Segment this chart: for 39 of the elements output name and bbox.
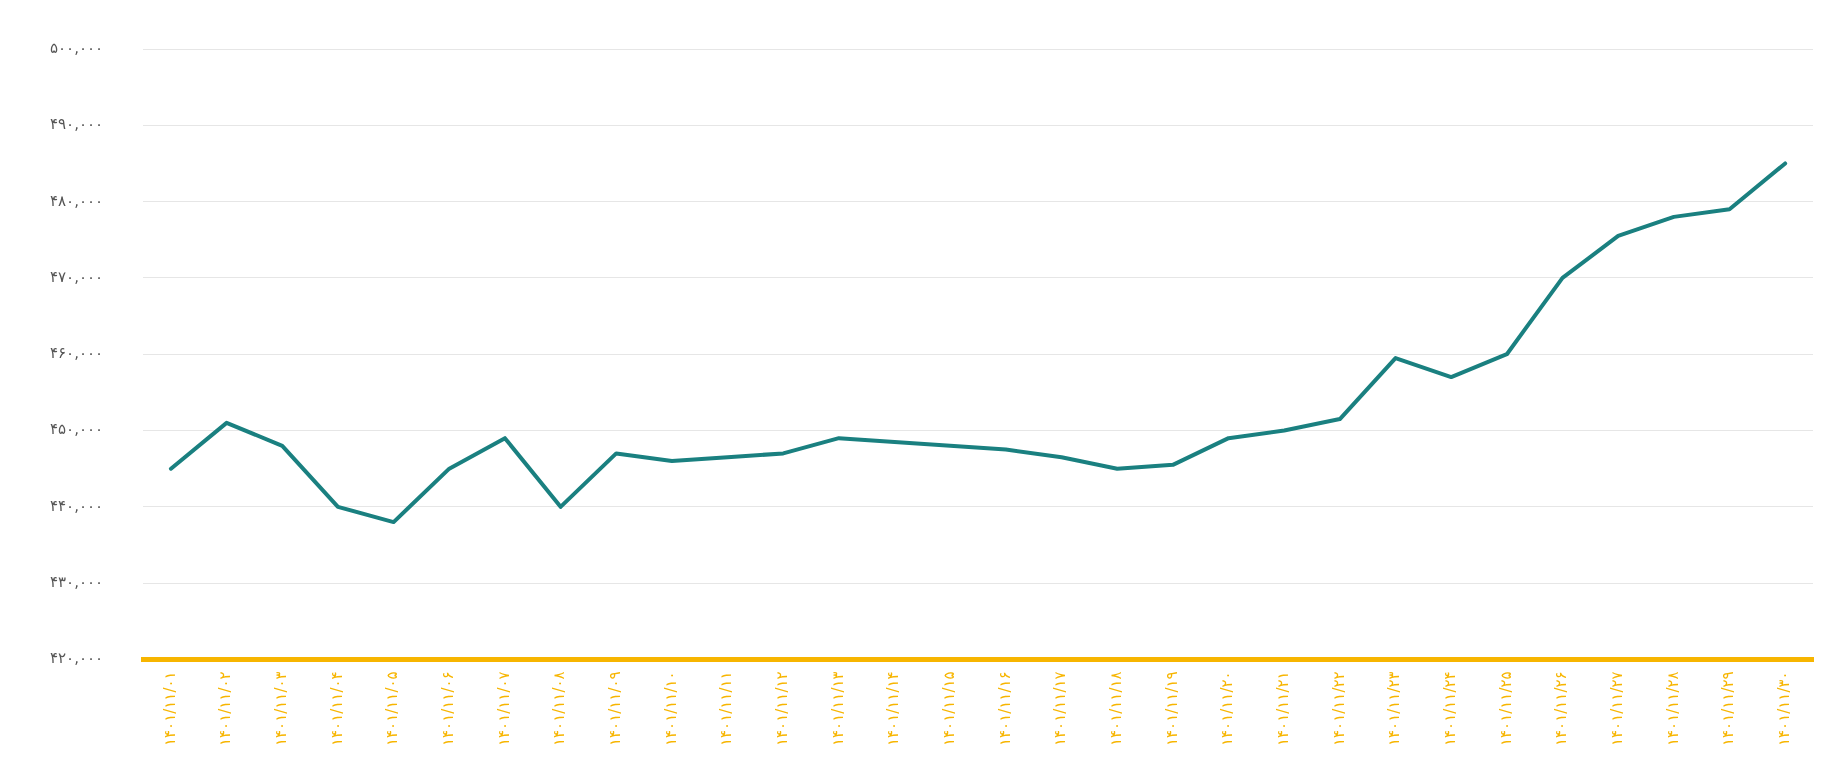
x-tick-label: ۱۴۰۱/۱۱/۰۶ — [439, 671, 458, 746]
x-tick-label: ۱۴۰۱/۱۱/۰۹ — [606, 671, 625, 746]
x-tick-label: ۱۴۰۱/۱۱/۲۷ — [1608, 671, 1627, 746]
x-tick-label: ۱۴۰۱/۱۱/۱۷ — [1051, 671, 1070, 746]
x-tick-label: ۱۴۰۱/۱۱/۱۵ — [940, 671, 959, 746]
x-tick-label: ۱۴۰۱/۱۱/۲۸ — [1663, 671, 1682, 746]
y-tick-label: ۴۹۰,۰۰۰ — [50, 115, 104, 134]
x-tick-label: ۱۴۰۱/۱۱/۲۴ — [1441, 671, 1460, 746]
x-tick-label: ۱۴۰۱/۱۱/۱۲ — [773, 671, 792, 746]
x-tick-label: ۱۴۰۱/۱۱/۰۷ — [494, 671, 513, 746]
x-tick-label: ۱۴۰۱/۱۱/۲۵ — [1496, 671, 1515, 746]
x-tick-label: ۱۴۰۱/۱۱/۰۸ — [550, 671, 569, 746]
x-tick-label: ۱۴۰۱/۱۱/۰۵ — [383, 671, 402, 746]
x-tick-label: ۱۴۰۱/۱۱/۱۸ — [1107, 671, 1126, 746]
x-tick-label: ۱۴۰۱/۱۱/۱۰ — [661, 671, 680, 746]
y-tick-label: ۴۷۰,۰۰۰ — [50, 267, 104, 286]
x-tick-label: ۱۴۰۱/۱۱/۱۹ — [1162, 671, 1181, 746]
x-tick-label: ۱۴۰۱/۱۱/۰۴ — [327, 671, 346, 746]
x-tick-label: ۱۴۰۱/۱۱/۱۶ — [995, 671, 1014, 746]
y-tick-label: ۴۲۰,۰۰۰ — [50, 649, 104, 668]
y-tick-label: ۴۵۰,۰۰۰ — [50, 420, 104, 439]
x-tick-label: ۱۴۰۱/۱۱/۰۱ — [160, 671, 179, 746]
x-tick-label: ۱۴۰۱/۱۱/۱۳ — [828, 671, 847, 746]
x-tick-label: ۱۴۰۱/۱۱/۲۲ — [1329, 671, 1348, 746]
y-tick-label: ۴۶۰,۰۰۰ — [50, 344, 104, 363]
x-tick-label: ۱۴۰۱/۱۱/۲۶ — [1552, 671, 1571, 746]
x-tick-label: ۱۴۰۱/۱۱/۲۳ — [1385, 671, 1404, 746]
x-tick-label: ۱۴۰۱/۱۱/۱۴ — [884, 671, 903, 746]
x-tick-label: ۱۴۰۱/۱۱/۰۳ — [272, 671, 291, 746]
x-tick-label: ۱۴۰۱/۱۱/۱۱ — [717, 671, 736, 746]
x-tick-label: ۱۴۰۱/۱۱/۳۰ — [1775, 671, 1794, 746]
y-tick-label: ۴۳۰,۰۰۰ — [50, 573, 104, 592]
y-tick-label: ۴۸۰,۰۰۰ — [50, 191, 104, 210]
x-tick-label: ۱۴۰۱/۱۱/۲۹ — [1719, 671, 1738, 746]
x-tick-label: ۱۴۰۱/۱۱/۰۲ — [216, 671, 235, 746]
y-tick-label: ۴۴۰,۰۰۰ — [50, 496, 104, 515]
y-tick-label: ۵۰۰,۰۰۰ — [50, 38, 104, 57]
x-tick-label: ۱۴۰۱/۱۱/۲۰ — [1218, 671, 1237, 746]
x-tick-label: ۱۴۰۱/۱۱/۲۱ — [1274, 671, 1293, 746]
